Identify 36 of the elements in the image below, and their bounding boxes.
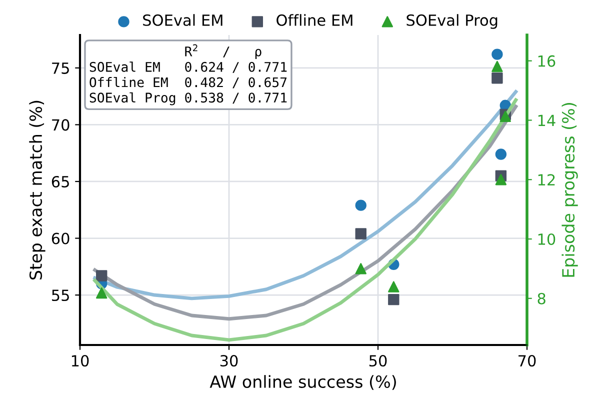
- point: [495, 174, 507, 186]
- annotation: SOEval Prog 0.538 / 0.771: [90, 92, 287, 106]
- y2-tick-label: 14: [538, 114, 556, 126]
- x-tick-label: 50: [369, 354, 387, 367]
- y2-tick-label: 10: [538, 233, 556, 246]
- text: R$^{2}$ / ρ: [185, 44, 262, 59]
- y2-axis-title: Episode progress (%): [562, 103, 578, 277]
- point: [388, 294, 400, 306]
- legend-label: SOEval Prog: [406, 14, 498, 29]
- x-tick-label: 70: [518, 354, 536, 367]
- point: [96, 270, 108, 282]
- point: [355, 263, 366, 274]
- y2-tick-label: 8: [538, 292, 546, 304]
- y-tick-label: 65: [52, 176, 69, 188]
- legend-label: Offline EM: [276, 14, 352, 26]
- x-tick-label: 10: [72, 354, 89, 367]
- y2-tick-label: 16: [538, 55, 556, 67]
- point: [388, 281, 400, 292]
- x-tick-label: 30: [220, 354, 238, 367]
- point: [355, 228, 366, 240]
- point: [492, 60, 503, 72]
- y-axis-title: Step exact match (%): [29, 100, 46, 280]
- y-tick-label: 55: [52, 290, 69, 302]
- annotation: Offline EM 0.482 / 0.657: [90, 76, 287, 88]
- y-tick-label: 60: [52, 232, 70, 244]
- y-tick-label: 75: [52, 62, 69, 74]
- y2-tick-label: 12: [538, 174, 555, 186]
- annotation: SOEval EM 0.624 / 0.771: [90, 62, 287, 73]
- point: [355, 200, 366, 211]
- point: [492, 48, 503, 60]
- legend-label: SOEval EM: [143, 14, 222, 26]
- y-tick-label: 70: [52, 119, 70, 131]
- point: [495, 148, 507, 160]
- x-axis-title: AW online success (%): [210, 375, 396, 390]
- point: [492, 72, 503, 84]
- point: [96, 287, 108, 299]
